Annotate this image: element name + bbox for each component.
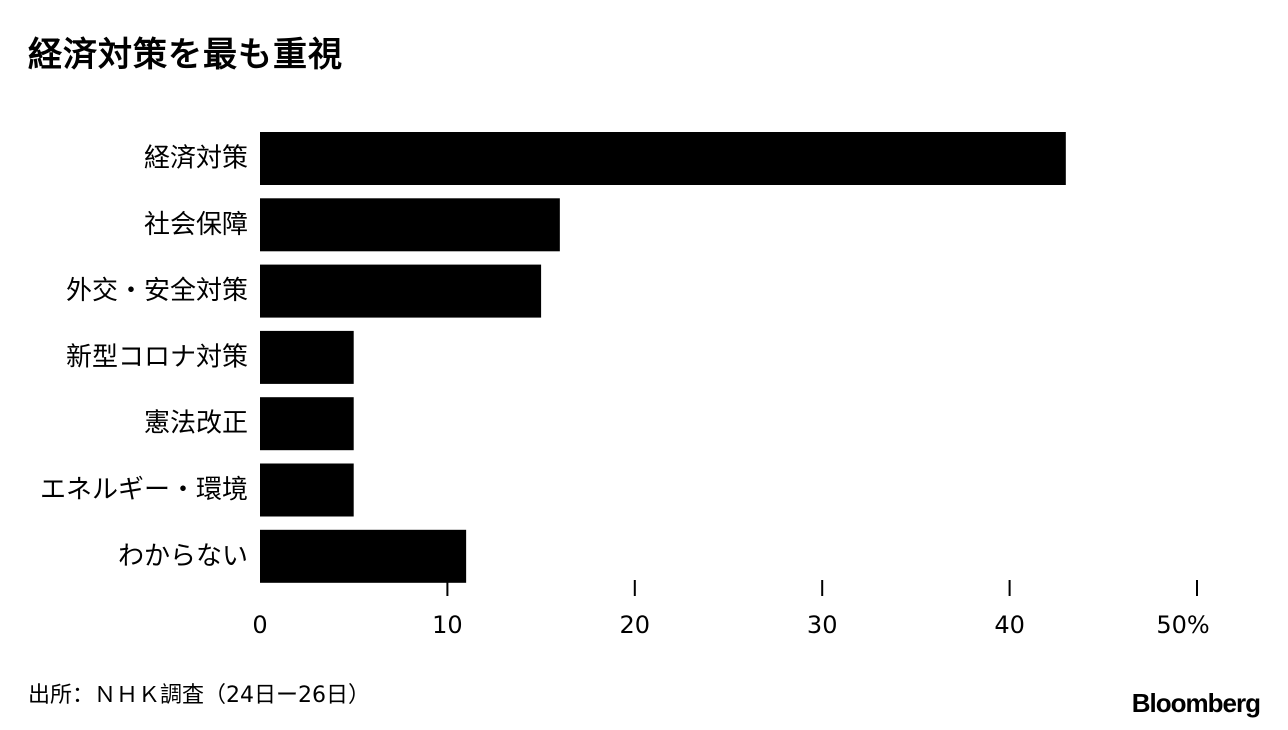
tick-label: 30 [807,611,838,639]
tick-label: 20 [620,611,651,639]
tick-label: 10 [432,611,463,639]
bar [260,198,560,252]
chart-title: 経済対策を最も重視 [28,35,343,75]
category-label: 経済対策 [144,144,248,174]
bar [260,397,354,451]
category-label: 外交・安全対策 [66,276,248,306]
category-label: エネルギー・環境 [40,475,248,505]
category-label: 社会保障 [144,210,248,240]
tick-label: 0 [252,611,267,639]
tick-label: 50% [1156,611,1209,639]
tick-label: 40 [994,611,1025,639]
bar [260,264,542,318]
bar [260,529,467,583]
bloomberg-logo: Bloomberg [1131,688,1261,718]
bar [260,132,1066,185]
bars-group [260,132,1066,583]
x-axis-tick-labels: 0 10 20 30 40 50% [252,611,1209,639]
category-label: 新型コロナ対策 [66,342,248,372]
category-label: わからない [118,541,248,571]
x-axis-ticks [446,580,1198,596]
bar [260,330,354,384]
source-note: 出所：ＮＨＫ調査（24日ー26日） [28,683,370,708]
bar [260,463,354,517]
category-label: 憲法改正 [144,409,248,439]
